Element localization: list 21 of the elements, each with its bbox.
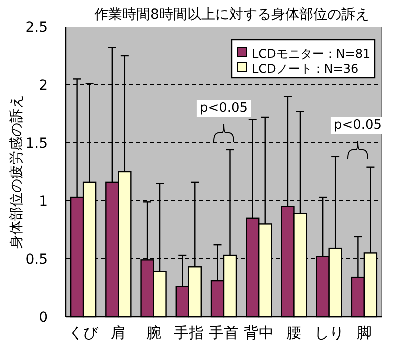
legend-label: LCDモニター：N=81	[252, 47, 371, 61]
x-tick-label: しり	[314, 324, 344, 342]
chart-title: 作業時間8時間以上に対する身体部位の訴え	[94, 7, 370, 23]
y-tick-label: 0	[39, 310, 48, 326]
legend-label: LCDノート：N=36	[252, 62, 359, 76]
x-tick-label: 背中	[244, 324, 274, 342]
y-tick-label: 2.5	[26, 20, 48, 36]
x-tick-label: 手指	[174, 324, 204, 342]
annotation: p<0.05	[200, 101, 248, 116]
y-tick-label: 1	[39, 194, 48, 210]
x-tick-label: 脚	[356, 324, 372, 342]
x-tick-label: くび	[68, 324, 100, 342]
y-tick-label: 2	[39, 78, 48, 94]
x-tick-label: 腰	[286, 324, 302, 342]
annotation: p<0.05	[334, 118, 382, 133]
x-tick-label: 手首	[209, 324, 239, 342]
y-tick-label: 0.5	[26, 252, 48, 268]
y-axis-title: 身体部位の疲労感の訴え	[9, 95, 25, 249]
x-tick-label: 肩	[111, 324, 126, 342]
y-tick-label: 1.5	[26, 136, 48, 152]
x-tick-label: 腕	[146, 324, 162, 342]
